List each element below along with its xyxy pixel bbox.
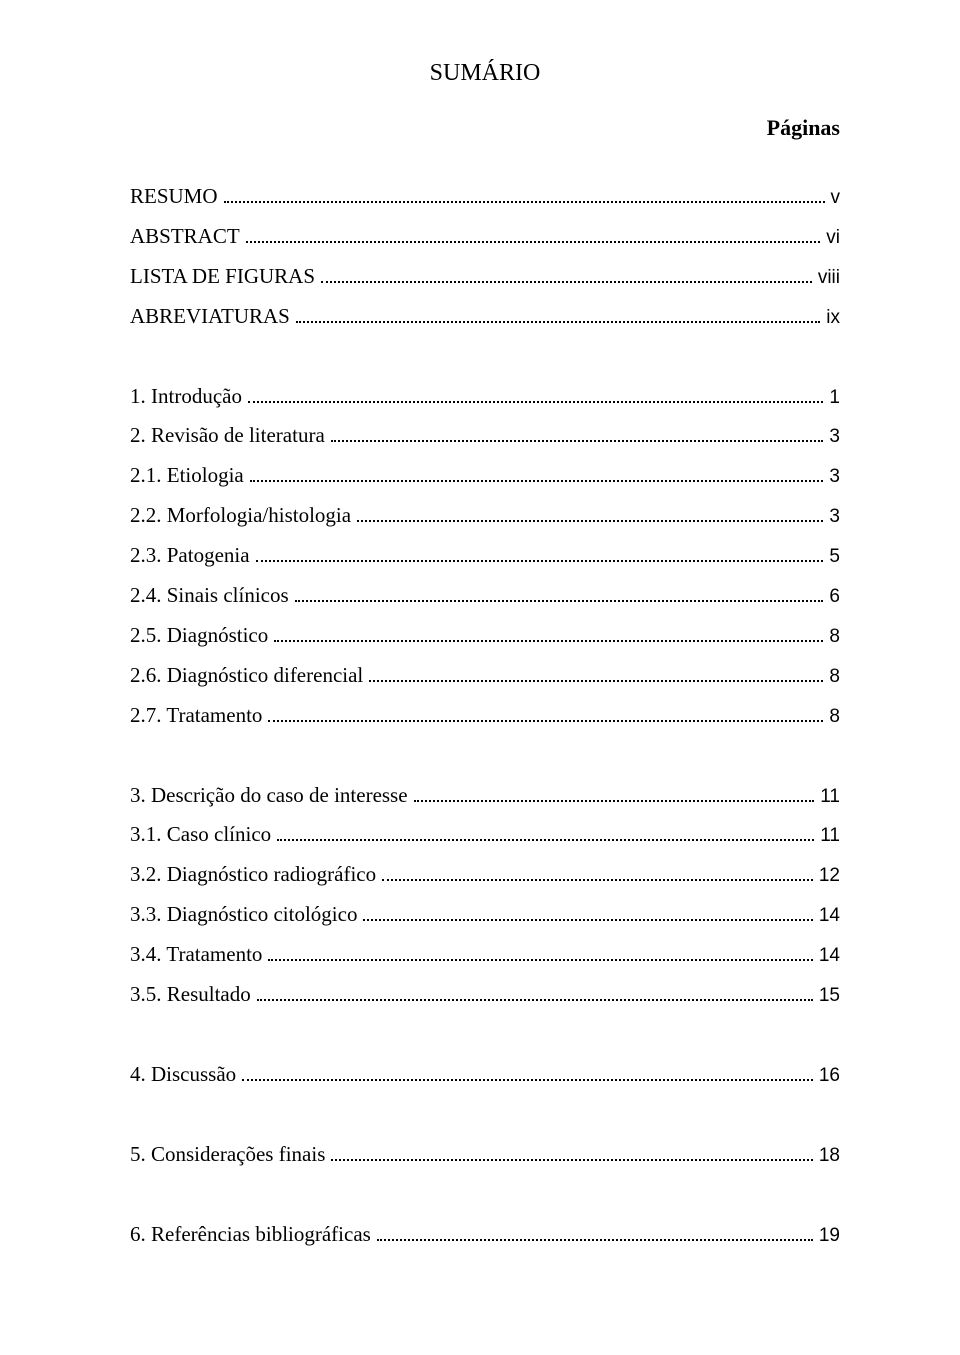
toc-row: LISTA DE FIGURAS viii <box>130 257 840 297</box>
toc-entry-label: 2.2. Morfologia/histologia <box>130 496 351 536</box>
toc-entry-page: ix <box>826 300 840 336</box>
toc-entry-page: 3 <box>829 419 840 455</box>
toc-entry-page: 11 <box>820 818 840 854</box>
toc-entry-label: 2. Revisão de literatura <box>130 416 325 456</box>
pages-header-label: Páginas <box>130 115 840 141</box>
toc-entry-label: 3.3. Diagnóstico citológico <box>130 895 357 935</box>
dot-leader <box>277 826 814 842</box>
dot-leader <box>369 666 823 682</box>
toc-entry-label: RESUMO <box>130 177 218 217</box>
toc-row: 2.2. Morfologia/histologia 3 <box>130 496 840 536</box>
toc-row: 3.5. Resultado 15 <box>130 975 840 1015</box>
dot-leader <box>331 427 824 443</box>
toc-container: RESUMOvABSTRACTviLISTA DE FIGURASviiiABR… <box>130 177 840 1255</box>
toc-row: 2.3. Patogenia 5 <box>130 536 840 576</box>
toc-row: 3.3. Diagnóstico citológico 14 <box>130 895 840 935</box>
toc-entry-page: 6 <box>829 579 840 615</box>
dot-leader <box>250 467 824 483</box>
toc-group: RESUMOvABSTRACTviLISTA DE FIGURASviiiABR… <box>130 177 840 337</box>
toc-group: 5. Considerações finais 18 <box>130 1135 840 1175</box>
toc-entry-label: 3.1. Caso clínico <box>130 815 271 855</box>
toc-entry-label: ABSTRACT <box>130 217 240 257</box>
toc-entry-page: 8 <box>829 619 840 655</box>
toc-entry-page: 14 <box>819 938 840 974</box>
toc-entry-label: 3.2. Diagnóstico radiográfico <box>130 855 376 895</box>
toc-entry-page: 12 <box>819 858 840 894</box>
dot-leader <box>257 985 813 1001</box>
dot-leader <box>377 1225 813 1241</box>
dot-leader <box>414 786 815 802</box>
dot-leader <box>321 267 812 283</box>
dot-leader <box>357 506 823 522</box>
dot-leader <box>248 387 823 403</box>
toc-entry-label: 5. Considerações finais <box>130 1135 325 1175</box>
dot-leader <box>268 706 823 722</box>
toc-entry-label: 2.7. Tratamento <box>130 696 262 736</box>
toc-row: ABREVIATURAS ix <box>130 297 840 337</box>
toc-entry-page: v <box>831 180 841 216</box>
toc-row: 5. Considerações finais 18 <box>130 1135 840 1175</box>
toc-entry-page: 11 <box>820 779 840 815</box>
toc-entry-label: 2.3. Patogenia <box>130 536 250 576</box>
toc-entry-label: 2.6. Diagnóstico diferencial <box>130 656 363 696</box>
toc-row: 3. Descrição do caso de interesse 11 <box>130 776 840 816</box>
dot-leader <box>331 1145 812 1161</box>
toc-row: 3.1. Caso clínico 11 <box>130 815 840 855</box>
toc-entry-label: LISTA DE FIGURAS <box>130 257 315 297</box>
toc-entry-label: 2.4. Sinais clínicos <box>130 576 289 616</box>
page: SUMÁRIO Páginas RESUMOvABSTRACTviLISTA D… <box>0 0 960 1355</box>
dot-leader <box>242 1065 813 1081</box>
dot-leader <box>296 307 820 323</box>
toc-entry-label: 6. Referências bibliográficas <box>130 1215 371 1255</box>
dot-leader <box>295 586 824 602</box>
toc-row: 3.2. Diagnóstico radiográfico 12 <box>130 855 840 895</box>
toc-row: RESUMO v <box>130 177 840 217</box>
toc-row: 3.4. Tratamento 14 <box>130 935 840 975</box>
dot-leader <box>268 945 812 961</box>
dot-leader <box>256 546 824 562</box>
toc-row: 2.7. Tratamento 8 <box>130 696 840 736</box>
toc-entry-page: 14 <box>819 898 840 934</box>
dot-leader <box>363 906 812 922</box>
toc-entry-page: 1 <box>829 380 840 416</box>
toc-entry-page: 18 <box>819 1138 840 1174</box>
toc-entry-page: 3 <box>829 459 840 495</box>
toc-row: 2.4. Sinais clínicos 6 <box>130 576 840 616</box>
toc-entry-page: vi <box>826 220 840 256</box>
dot-leader <box>382 866 813 882</box>
toc-entry-label: 3. Descrição do caso de interesse <box>130 776 408 816</box>
toc-row: 2.1. Etiologia 3 <box>130 456 840 496</box>
toc-entry-page: 19 <box>819 1218 840 1254</box>
toc-entry-page: 3 <box>829 499 840 535</box>
toc-entry-label: 2.1. Etiologia <box>130 456 244 496</box>
toc-row: 4. Discussão 16 <box>130 1055 840 1095</box>
toc-row: 2.5. Diagnóstico 8 <box>130 616 840 656</box>
dot-leader <box>274 626 823 642</box>
dot-leader <box>246 227 821 243</box>
toc-entry-label: 4. Discussão <box>130 1055 236 1095</box>
toc-entry-label: 1. Introdução <box>130 377 242 417</box>
toc-group: 1. Introdução12. Revisão de literatura32… <box>130 377 840 736</box>
toc-entry-page: viii <box>818 260 840 296</box>
toc-row: ABSTRACT vi <box>130 217 840 257</box>
toc-entry-page: 8 <box>829 699 840 735</box>
toc-entry-label: ABREVIATURAS <box>130 297 290 337</box>
toc-group: 4. Discussão 16 <box>130 1055 840 1095</box>
toc-entry-page: 5 <box>829 539 840 575</box>
toc-row: 2. Revisão de literatura 3 <box>130 416 840 456</box>
toc-entry-label: 3.4. Tratamento <box>130 935 262 975</box>
toc-entry-page: 15 <box>819 978 840 1014</box>
toc-group: 3. Descrição do caso de interesse113.1. … <box>130 776 840 1015</box>
document-title: SUMÁRIO <box>130 60 840 87</box>
toc-entry-page: 8 <box>829 659 840 695</box>
toc-group: 6. Referências bibliográficas 19 <box>130 1215 840 1255</box>
dot-leader <box>224 187 825 203</box>
toc-entry-label: 3.5. Resultado <box>130 975 251 1015</box>
toc-entry-label: 2.5. Diagnóstico <box>130 616 268 656</box>
toc-row: 6. Referências bibliográficas 19 <box>130 1215 840 1255</box>
toc-row: 2.6. Diagnóstico diferencial 8 <box>130 656 840 696</box>
toc-row: 1. Introdução 1 <box>130 377 840 417</box>
toc-entry-page: 16 <box>819 1058 840 1094</box>
